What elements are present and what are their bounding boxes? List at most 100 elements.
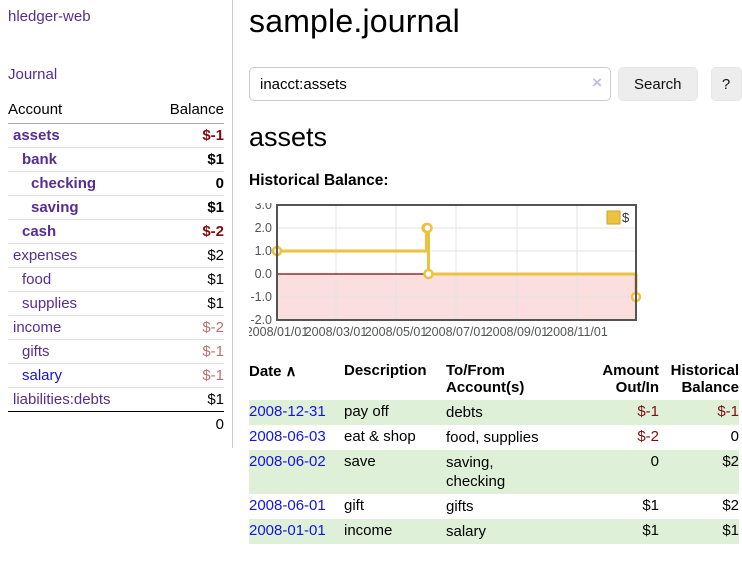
help-button[interactable]: ? <box>710 67 742 101</box>
svg-text:0.0: 0.0 <box>255 267 272 281</box>
account-link[interactable]: assets <box>13 127 60 144</box>
register-table-body: 2008-12-31 pay off debts $-1 $-1 2008-06-03 ea… <box>249 400 739 544</box>
accounts-cell: salary <box>446 519 584 544</box>
account-link[interactable]: income <box>13 319 62 336</box>
search-button[interactable]: Search <box>618 67 698 101</box>
svg-text:$: $ <box>622 210 630 225</box>
account-balance: $1 <box>149 387 224 412</box>
app-title-link[interactable]: hledger-web <box>8 8 91 25</box>
svg-text:2008/09/01: 2008/09/01 <box>486 325 549 339</box>
date-link[interactable]: 2008-06-01 <box>249 497 326 514</box>
description-cell: pay off <box>344 400 446 425</box>
account-row: liabilities:debts $1 <box>8 387 224 412</box>
table-row: 2008-01-01 income salary $1 $1 <box>249 519 739 544</box>
svg-text:2008/01/01: 2008/01/01 <box>249 325 308 339</box>
account-balance: $1 <box>149 267 224 292</box>
date-link[interactable]: 2008-12-31 <box>249 403 326 420</box>
account-link[interactable]: gifts <box>22 343 50 360</box>
table-row: 2008-06-03 eat & shop food, supplies $-2 0 <box>249 425 739 450</box>
account-row: assets $-1 <box>8 124 224 148</box>
date-link[interactable]: 2008-06-02 <box>249 453 326 470</box>
account-row: supplies $1 <box>8 291 224 316</box>
accounts-table-account-header: Account <box>8 97 150 124</box>
date-link[interactable]: 2008-01-01 <box>249 522 326 539</box>
column-header-historical-balance: Historical Balance <box>670 362 739 396</box>
account-row: expenses $2 <box>8 243 224 268</box>
account-link[interactable]: liabilities:debts <box>13 391 111 408</box>
balance-cell: $-1 <box>659 400 739 425</box>
account-link[interactable]: supplies <box>22 295 78 312</box>
column-header-date[interactable]: Date ∧ <box>249 363 297 380</box>
accounts-cell: food, supplies <box>446 429 539 446</box>
chart-heading: Historical Balance: <box>249 172 389 189</box>
column-header-amount-out-in: Amount Out/In <box>602 362 659 396</box>
clear-search-icon[interactable]: × <box>592 73 602 92</box>
account-heading: assets <box>249 122 328 152</box>
account-link[interactable]: food <box>22 271 52 288</box>
account-link[interactable]: bank <box>22 151 58 168</box>
account-link[interactable]: saving <box>31 199 79 216</box>
accounts-cell: gifts <box>446 498 474 515</box>
svg-text:1.0: 1.0 <box>255 244 272 258</box>
svg-text:2.0: 2.0 <box>255 221 272 235</box>
column-header-to-from-account-s-: To/From Account(s) <box>446 362 525 396</box>
account-row: income $-2 <box>8 315 224 340</box>
column-header-description: Description <box>344 362 427 379</box>
account-row: checking 0 <box>8 171 224 196</box>
amount-cell: $1 <box>584 519 659 544</box>
account-balance: 0 <box>149 171 224 196</box>
table-row: 2008-06-01 gift gifts $1 $2 <box>249 494 739 519</box>
page-title: sample.journal <box>249 3 460 39</box>
accounts-cell: saving, checking <box>446 450 584 494</box>
amount-cell: $-1 <box>584 400 659 425</box>
amount-cell: $-2 <box>637 428 659 445</box>
account-balance: $-2 <box>149 315 224 340</box>
sort-ascending-icon: ∧ <box>285 363 297 380</box>
amount-cell: 0 <box>584 450 659 494</box>
register-table-header-row: Date ∧ Description To/From Account(s) Amount… <box>249 360 739 400</box>
table-row: 2008-06-02 save saving, checking 0 $2 <box>249 450 739 494</box>
accounts-table-body: assets $-1 bank $1 checking 0 saving $1 cash $-2 e… <box>8 124 224 436</box>
search-input[interactable] <box>249 67 611 101</box>
transaction-date-cell: 2008-12-31 <box>249 400 344 425</box>
account-balance: $1 <box>149 195 224 220</box>
balance-cell: $1 <box>659 519 739 544</box>
main-content: sample.journal × Search ? assets Histori… <box>249 0 742 544</box>
description-cell: save <box>344 450 446 494</box>
account-balance: $-1 <box>149 363 224 388</box>
account-row: gifts $-1 <box>8 339 224 364</box>
accounts-total-row: 0 <box>8 411 224 436</box>
account-balance: $1 <box>149 291 224 316</box>
account-balance: $-1 <box>202 127 224 144</box>
svg-text:2008/11/01: 2008/11/01 <box>546 325 608 339</box>
description-cell: income <box>344 519 446 544</box>
register-table: Date ∧ Description To/From Account(s) Amount… <box>249 360 739 544</box>
chart-wrap: $3.0 2.0 1.0 0.0 -1.0 -2.0 2008/01/01 2008/03/0… <box>249 203 742 345</box>
description-cell: gift <box>344 497 365 514</box>
account-balance: $-2 <box>149 219 224 244</box>
account-row: saving $1 <box>8 195 224 220</box>
balance-cell: $2 <box>659 450 739 494</box>
date-link[interactable]: 2008-06-03 <box>249 428 326 445</box>
account-balance: $1 <box>149 147 224 172</box>
sidebar-item-journal[interactable]: Journal <box>8 66 58 83</box>
account-link[interactable]: cash <box>22 223 57 240</box>
svg-text:-1.0: -1.0 <box>250 290 272 304</box>
account-row: cash $-2 <box>8 219 224 244</box>
svg-text:2008/05/01: 2008/05/01 <box>365 325 428 339</box>
accounts-table-balance-header: Balance <box>149 97 224 124</box>
account-link[interactable]: expenses <box>13 247 78 264</box>
svg-text:2008/03/01: 2008/03/01 <box>305 325 368 339</box>
account-link[interactable]: checking <box>31 175 97 192</box>
search-form: × Search ? <box>249 67 742 101</box>
search-box: × <box>249 67 611 101</box>
transaction-date-cell: 2008-01-01 <box>249 519 344 544</box>
svg-text:-2.0: -2.0 <box>250 313 272 327</box>
balance-cell: $2 <box>722 497 739 514</box>
account-balance: $2 <box>149 243 224 268</box>
account-row: salary $-1 <box>8 363 224 388</box>
transaction-date-cell: 2008-06-01 <box>249 494 344 519</box>
transaction-date-cell: 2008-06-03 <box>249 425 344 450</box>
account-link[interactable]: salary <box>22 367 63 384</box>
sidebar: hledger-web Journal Account Balance asse… <box>0 0 233 448</box>
